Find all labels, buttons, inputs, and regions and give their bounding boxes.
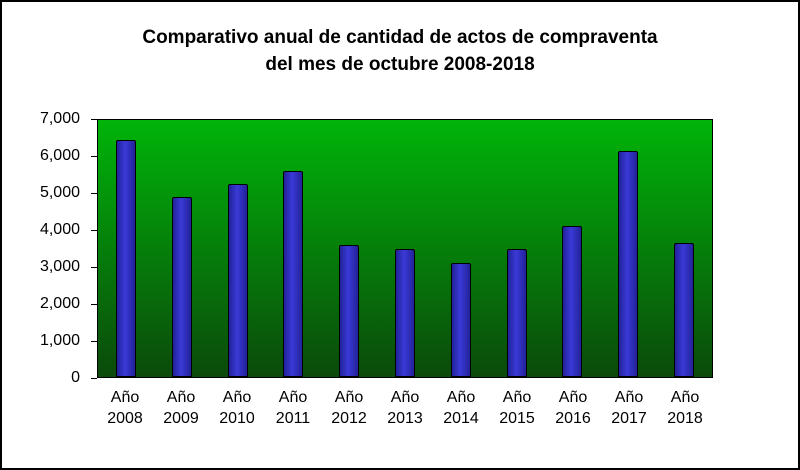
- y-tick-mark: [91, 378, 97, 379]
- x-axis-label-year: 2013: [387, 410, 423, 427]
- bar-año-2011: [283, 171, 304, 377]
- bar-slot: [377, 120, 433, 377]
- x-axis-label-prefix: Año: [558, 389, 588, 406]
- y-tick-mark: [91, 156, 97, 157]
- bar-slot: [265, 120, 321, 377]
- y-tick-label: 0: [71, 369, 80, 386]
- y-tick-mark: [91, 267, 97, 268]
- y-tick-label: 2,000: [39, 295, 80, 312]
- x-axis-label-year: 2011: [275, 410, 311, 427]
- x-axis-label-year: 2012: [331, 410, 367, 427]
- bar-año-2018: [674, 243, 695, 377]
- x-axis-label-year: 2008: [107, 410, 143, 427]
- x-axis-label: Año 2015: [489, 387, 545, 429]
- bar-año-2014: [450, 263, 471, 377]
- plot-area: [97, 119, 713, 378]
- bar-año-2008: [115, 140, 136, 377]
- x-axis-label: Año 2018: [657, 387, 713, 429]
- chart-title-line1: Comparativo anual de cantidad de actos d…: [142, 27, 658, 48]
- x-axis-label-prefix: Año: [334, 389, 364, 406]
- x-axis-label-prefix: Año: [278, 389, 308, 406]
- x-axis-label: Año 2011: [265, 387, 321, 429]
- x-axis-label: Año 2013: [377, 387, 433, 429]
- bar-slot: [210, 120, 266, 377]
- bar-slot: [489, 120, 545, 377]
- x-axis-label-prefix: Año: [614, 389, 644, 406]
- chart-title-line2: del mes de octubre 2008-2018: [265, 54, 535, 75]
- x-axis: Año 2008 Año 2009 Año 2010 Año 2011 Año 2012 Año 20…: [97, 387, 713, 429]
- bar-slot: [321, 120, 377, 377]
- bar-slot: [545, 120, 601, 377]
- bar-slot: [98, 120, 154, 377]
- y-tick-mark: [91, 341, 97, 342]
- bar-año-2010: [227, 184, 248, 377]
- x-axis-label: Año 2008: [97, 387, 153, 429]
- bar-slot: [433, 120, 489, 377]
- bar-año-2012: [339, 244, 360, 377]
- x-axis-label: Año 2012: [321, 387, 377, 429]
- x-axis-label: Año 2010: [209, 387, 265, 429]
- y-tick-label: 3,000: [39, 258, 80, 275]
- x-axis-label: Año 2017: [601, 387, 657, 429]
- chart-title: Comparativo anual de cantidad de actos d…: [2, 24, 798, 78]
- y-tick-label: 1,000: [39, 332, 80, 349]
- y-tick-label: 6,000: [39, 147, 80, 164]
- y-tick-mark: [91, 119, 97, 120]
- x-axis-label-year: 2016: [555, 410, 591, 427]
- x-axis-label-prefix: Año: [166, 389, 196, 406]
- x-axis-label-prefix: Año: [446, 389, 476, 406]
- y-tick-mark: [91, 193, 97, 194]
- bar-año-2017: [618, 151, 639, 377]
- x-axis-label-prefix: Año: [222, 389, 252, 406]
- x-axis-label-prefix: Año: [390, 389, 420, 406]
- x-axis-label-year: 2015: [499, 410, 535, 427]
- bar-slot: [154, 120, 210, 377]
- bar-año-2009: [171, 197, 192, 377]
- x-axis-label-year: 2017: [611, 410, 647, 427]
- x-axis-label-year: 2014: [443, 410, 479, 427]
- x-axis-label-prefix: Año: [670, 389, 700, 406]
- x-axis-label-year: 2018: [667, 410, 703, 427]
- x-axis-label: Año 2014: [433, 387, 489, 429]
- x-axis-label-prefix: Año: [110, 389, 140, 406]
- x-axis-label-prefix: Año: [502, 389, 532, 406]
- x-axis-label-year: 2010: [219, 410, 255, 427]
- x-axis-label: Año 2009: [153, 387, 209, 429]
- x-axis-label-year: 2009: [163, 410, 199, 427]
- bar-slot: [600, 120, 656, 377]
- y-tick-mark: [91, 304, 97, 305]
- bar-año-2015: [506, 248, 527, 377]
- y-tick-label: 7,000: [39, 110, 80, 127]
- bar-slot: [656, 120, 712, 377]
- x-axis-label: Año 2016: [545, 387, 601, 429]
- y-tick-label: 5,000: [39, 184, 80, 201]
- bar-año-2016: [562, 226, 583, 377]
- y-tick-mark: [91, 230, 97, 231]
- y-tick-label: 4,000: [39, 221, 80, 238]
- bar-año-2013: [394, 248, 415, 377]
